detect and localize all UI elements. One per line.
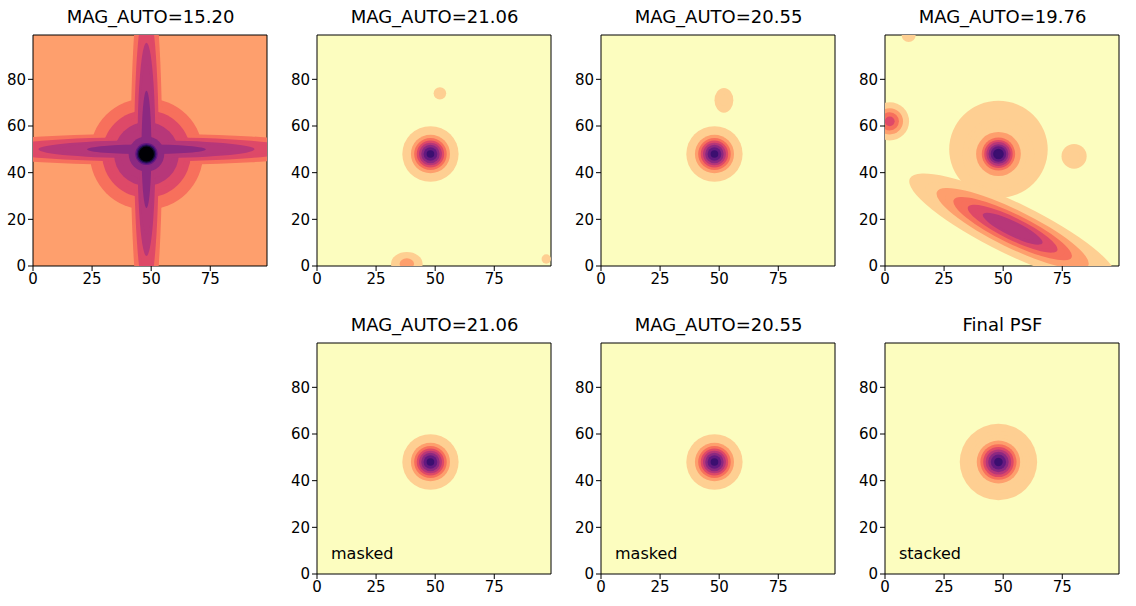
html-text:stacked: stacked <box>899 544 961 563</box>
svg-text:0: 0 <box>880 270 890 288</box>
svg-text:50: 50 <box>710 578 729 596</box>
svg-text:0: 0 <box>584 565 594 583</box>
svg-text:0: 0 <box>312 578 322 596</box>
html-text:MAG_AUTO=21.06: MAG_AUTO=21.06 <box>350 6 519 27</box>
svg-text:0: 0 <box>880 578 890 596</box>
svg-text:0: 0 <box>868 565 878 583</box>
svg-text:40: 40 <box>575 164 594 182</box>
html-text:MAG_AUTO=20.55: MAG_AUTO=20.55 <box>634 314 803 335</box>
svg-text:60: 60 <box>859 117 878 135</box>
html-text:masked: masked <box>331 544 394 563</box>
svg-text:25: 25 <box>935 578 954 596</box>
svg-text:25: 25 <box>367 270 386 288</box>
svg-text:80: 80 <box>7 71 26 89</box>
svg-text:80: 80 <box>859 71 878 89</box>
svg-text:0: 0 <box>312 270 322 288</box>
svg-text:75: 75 <box>769 578 788 596</box>
svg-text:50: 50 <box>142 270 161 288</box>
svg-text:40: 40 <box>575 472 594 490</box>
svg-text:75: 75 <box>485 578 504 596</box>
svg-text:80: 80 <box>291 71 310 89</box>
html-text:MAG_AUTO=19.76: MAG_AUTO=19.76 <box>918 6 1087 27</box>
svg-text:0: 0 <box>16 257 26 275</box>
svg-text:80: 80 <box>291 379 310 397</box>
svg-text:25: 25 <box>83 270 102 288</box>
svg-text:75: 75 <box>201 270 220 288</box>
svg-text:60: 60 <box>291 117 310 135</box>
svg-text:0: 0 <box>868 257 878 275</box>
svg-text:50: 50 <box>426 270 445 288</box>
html-text:MAG_AUTO=15.20: MAG_AUTO=15.20 <box>66 6 235 27</box>
svg-text:0: 0 <box>596 270 606 288</box>
svg-text:50: 50 <box>710 270 729 288</box>
svg-text:40: 40 <box>291 472 310 490</box>
svg-text:0: 0 <box>300 257 310 275</box>
svg-text:20: 20 <box>575 519 594 537</box>
svg-text:75: 75 <box>485 270 504 288</box>
svg-text:40: 40 <box>859 164 878 182</box>
svg-text:20: 20 <box>291 211 310 229</box>
html-text:Final PSF: Final PSF <box>962 314 1043 335</box>
svg-text:50: 50 <box>426 578 445 596</box>
html-text:MAG_AUTO=20.55: MAG_AUTO=20.55 <box>634 6 803 27</box>
svg-text:80: 80 <box>575 71 594 89</box>
svg-text:60: 60 <box>575 425 594 443</box>
svg-text:25: 25 <box>651 578 670 596</box>
svg-text:20: 20 <box>859 519 878 537</box>
svg-text:60: 60 <box>7 117 26 135</box>
svg-text:0: 0 <box>584 257 594 275</box>
svg-text:80: 80 <box>859 379 878 397</box>
svg-text:0: 0 <box>300 565 310 583</box>
svg-text:20: 20 <box>7 211 26 229</box>
svg-text:20: 20 <box>859 211 878 229</box>
svg-text:75: 75 <box>769 270 788 288</box>
svg-text:80: 80 <box>575 379 594 397</box>
svg-text:40: 40 <box>859 472 878 490</box>
html-text:masked: masked <box>615 544 678 563</box>
svg-text:40: 40 <box>291 164 310 182</box>
svg-text:50: 50 <box>994 578 1013 596</box>
svg-text:60: 60 <box>859 425 878 443</box>
svg-text:0: 0 <box>28 270 38 288</box>
svg-text:25: 25 <box>367 578 386 596</box>
svg-text:25: 25 <box>935 270 954 288</box>
svg-text:20: 20 <box>575 211 594 229</box>
svg-text:20: 20 <box>291 519 310 537</box>
svg-text:60: 60 <box>575 117 594 135</box>
svg-text:50: 50 <box>994 270 1013 288</box>
svg-text:0: 0 <box>596 578 606 596</box>
html-text:MAG_AUTO=21.06: MAG_AUTO=21.06 <box>350 314 519 335</box>
svg-text:75: 75 <box>1053 578 1072 596</box>
svg-text:25: 25 <box>651 270 670 288</box>
svg-text:40: 40 <box>7 164 26 182</box>
svg-text:75: 75 <box>1053 270 1072 288</box>
svg-text:60: 60 <box>291 425 310 443</box>
